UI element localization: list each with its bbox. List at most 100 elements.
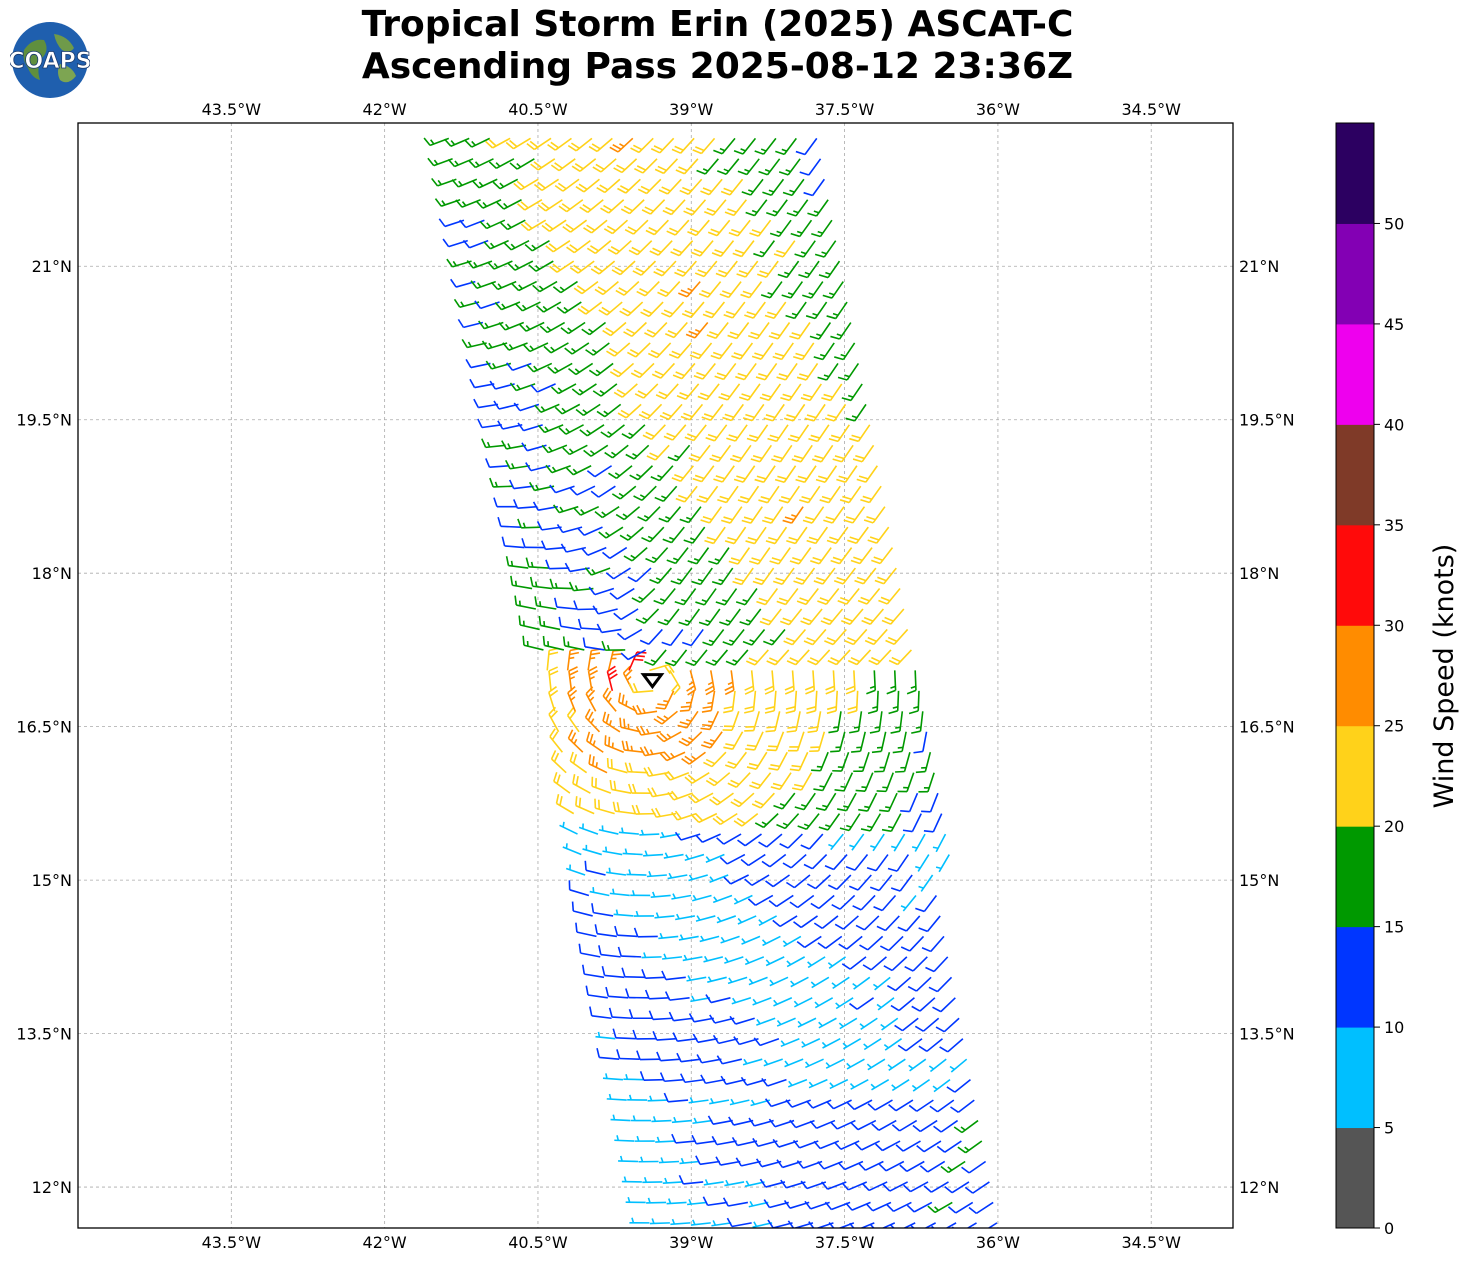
wind-barb bbox=[659, 403, 683, 421]
wind-barb bbox=[855, 915, 880, 931]
wind-barb bbox=[727, 976, 748, 985]
wind-barb bbox=[801, 1037, 821, 1048]
wind-barb bbox=[765, 874, 790, 888]
wind-barb bbox=[713, 137, 736, 155]
wind-barb bbox=[890, 874, 913, 892]
wind-barb bbox=[897, 915, 921, 932]
wind-barb bbox=[823, 506, 845, 524]
wind-barb bbox=[712, 812, 738, 826]
wind-barb bbox=[724, 751, 747, 769]
wind-barb bbox=[630, 137, 654, 154]
wind-barb bbox=[724, 1179, 745, 1187]
wind-barb bbox=[500, 219, 526, 231]
wind-barb bbox=[585, 985, 608, 999]
wind-barb bbox=[686, 670, 697, 696]
wind-barb bbox=[619, 301, 644, 317]
wind-barb bbox=[785, 301, 807, 320]
wind-barb bbox=[540, 540, 566, 551]
wind-barb bbox=[709, 792, 734, 806]
wind-barb bbox=[918, 772, 935, 793]
wind-barb bbox=[866, 670, 877, 695]
wind-barb bbox=[833, 567, 857, 585]
wind-barb bbox=[621, 967, 645, 979]
wind-barb bbox=[654, 485, 678, 502]
wind-barb bbox=[761, 935, 781, 947]
wind-barb bbox=[547, 362, 573, 374]
wind-barb bbox=[554, 178, 580, 192]
wind-barb bbox=[768, 894, 794, 908]
wind-barb bbox=[525, 557, 549, 569]
wind-barb bbox=[692, 894, 712, 902]
wind-barb bbox=[867, 526, 890, 544]
wind-barb bbox=[618, 692, 637, 713]
wind-barb bbox=[709, 874, 729, 884]
wind-barb bbox=[662, 199, 686, 216]
wind-barb bbox=[826, 301, 848, 320]
wind-barb bbox=[807, 956, 826, 969]
wind-barb bbox=[705, 853, 725, 863]
wind-barb bbox=[859, 935, 884, 951]
wind-barb bbox=[800, 383, 822, 402]
wind-barb bbox=[589, 1006, 612, 1020]
wind-barb bbox=[879, 792, 898, 813]
wind-barb bbox=[678, 1174, 704, 1185]
wind-barb bbox=[741, 178, 764, 196]
wind-barb bbox=[935, 854, 950, 873]
wind-barb bbox=[678, 934, 699, 941]
wind-barb bbox=[811, 219, 833, 238]
wind-barb bbox=[716, 915, 737, 924]
wind-barb bbox=[895, 1140, 921, 1152]
wind-barb bbox=[798, 260, 820, 279]
wind-barb bbox=[861, 608, 885, 625]
wind-barb bbox=[567, 686, 578, 712]
wind-barb bbox=[716, 833, 742, 845]
lon-tick-label-top: 40.5°W bbox=[508, 100, 568, 119]
wind-barb bbox=[626, 869, 647, 876]
latitude-labels: 21°N 21°N 19.5°N 19.5°N 18°N 18°N 16.5°N 16.5°N… bbox=[16, 257, 1294, 1197]
lon-tick-label-top: 36°W bbox=[976, 100, 1020, 119]
wind-barb bbox=[548, 666, 559, 691]
wind-barb bbox=[630, 890, 651, 897]
wind-barb bbox=[695, 915, 716, 922]
wind-barb bbox=[827, 874, 852, 891]
wind-barb bbox=[569, 751, 588, 774]
wind-barb bbox=[447, 158, 474, 168]
wind-barb bbox=[740, 281, 763, 299]
wind-barb bbox=[683, 526, 706, 544]
wind-barb bbox=[564, 342, 590, 355]
wind-barb bbox=[536, 520, 562, 531]
wind-barb bbox=[493, 497, 517, 508]
wind-barb bbox=[691, 812, 718, 824]
wind-barb bbox=[722, 403, 744, 422]
wind-barb bbox=[851, 731, 867, 753]
wind-barb bbox=[716, 1055, 742, 1065]
wind-barb bbox=[661, 628, 684, 647]
wind-barb bbox=[613, 383, 638, 398]
wind-barb bbox=[671, 465, 694, 482]
wind-barb bbox=[735, 1157, 761, 1167]
wind-barb bbox=[686, 975, 707, 982]
wind-barb bbox=[763, 1058, 783, 1067]
wind-barb bbox=[640, 301, 664, 318]
lon-tick-label-bottom: 36°W bbox=[976, 1233, 1020, 1252]
wind-barb bbox=[940, 1160, 966, 1174]
wind-barb bbox=[789, 894, 815, 909]
wind-barb bbox=[847, 649, 872, 666]
wind-barb bbox=[600, 424, 625, 438]
wind-barb bbox=[933, 1119, 959, 1133]
wind-barb bbox=[723, 690, 736, 714]
wind-barb bbox=[632, 1029, 657, 1040]
wind-barb bbox=[657, 608, 680, 626]
wind-barb bbox=[742, 1058, 763, 1066]
wind-barb bbox=[827, 956, 846, 969]
wind-barb bbox=[715, 260, 738, 278]
wind-barb bbox=[675, 158, 699, 175]
wind-barb bbox=[521, 538, 545, 549]
wind-barb bbox=[830, 322, 852, 340]
wind-barb bbox=[765, 711, 781, 733]
colorbar-tick-label: 40 bbox=[1384, 415, 1404, 434]
wind-barb bbox=[708, 547, 730, 565]
wind-barb bbox=[698, 608, 721, 626]
wind-barb bbox=[692, 1117, 713, 1125]
wind-barb bbox=[731, 342, 754, 360]
